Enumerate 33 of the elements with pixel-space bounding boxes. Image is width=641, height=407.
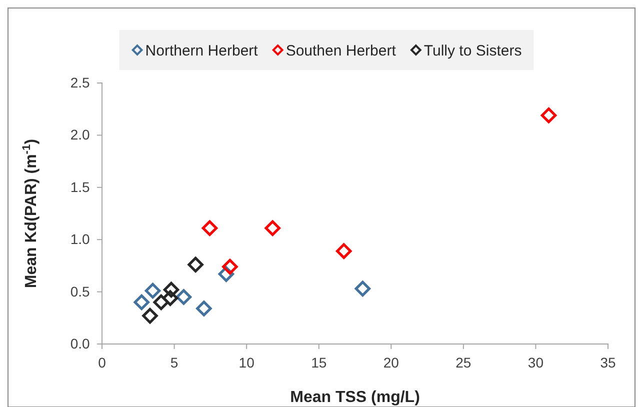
point — [142, 308, 158, 324]
x-axis-title: Mean TSS (mg/L) — [290, 389, 420, 406]
point — [163, 282, 180, 298]
point — [354, 280, 371, 297]
x-tick-label: 15 — [311, 354, 327, 370]
x-tick-label: 5 — [170, 354, 178, 370]
point — [336, 243, 352, 259]
y-tick-label: 0.5 — [70, 283, 90, 300]
x-tick-label: 10 — [238, 354, 255, 370]
x-tick-label: 0 — [98, 354, 106, 370]
y-tick-label: 1.5 — [70, 178, 90, 195]
point — [176, 289, 192, 305]
point — [264, 220, 280, 236]
point — [196, 300, 212, 316]
y-tick-label: 1.0 — [70, 231, 90, 248]
x-tick-label: 25 — [456, 354, 472, 370]
x-tick-label: 30 — [528, 354, 544, 370]
y-tick-label: 0.0 — [70, 335, 90, 352]
legend-label: Northern Herbert — [145, 42, 259, 60]
legend-label: Southen Herbert — [286, 42, 397, 60]
point — [153, 294, 169, 310]
point — [162, 290, 178, 306]
x-tick-label: 35 — [600, 354, 616, 370]
x-tick-label: 20 — [383, 354, 400, 370]
legend-label: Tully to Sisters — [424, 42, 522, 60]
point — [134, 294, 150, 310]
point — [222, 258, 238, 275]
y-tick-label: 2.5 — [70, 74, 90, 90]
y-tick-label: 2.0 — [70, 126, 90, 143]
point — [202, 220, 218, 236]
point — [540, 107, 557, 124]
point — [188, 256, 204, 273]
point — [144, 282, 161, 299]
